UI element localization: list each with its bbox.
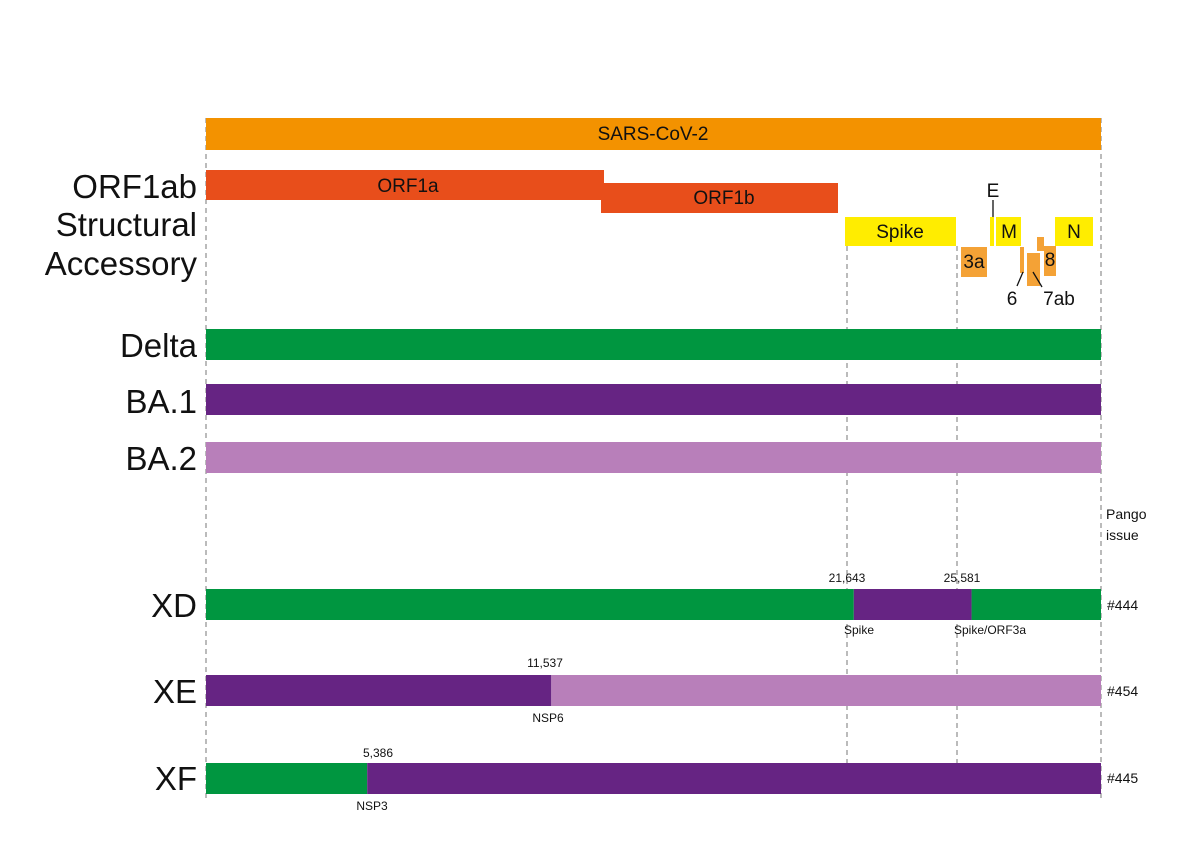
orf1ab-row-label: ORF1ab (72, 168, 197, 205)
xd-segment-2-ba1 (853, 589, 972, 620)
orf7ab-leader (1032, 271, 1043, 288)
orf3a-gene-label: 3a (963, 252, 985, 273)
xd-segment-3-delta (971, 589, 1101, 620)
pango-header-line1: Pango (1106, 506, 1147, 522)
orf7ab-gene-label: 7ab (1043, 289, 1075, 310)
xe-breakpoint-region: NSP6 (532, 711, 564, 725)
orf1b-label: ORF1b (693, 188, 754, 209)
ba1-row-label: BA.1 (125, 383, 197, 420)
xf-breakpoint-position: 5,386 (363, 746, 393, 760)
xf-segment-2-ba1 (367, 763, 1101, 794)
m-gene-bar (996, 217, 1021, 246)
ba2-bar (206, 442, 1101, 473)
xd-recombinant-bar (206, 589, 1101, 620)
e-gene-label: E (987, 181, 1000, 202)
spike-gene-bar (845, 217, 956, 246)
ba1-bar (206, 384, 1101, 415)
orf6-gene-label: 6 (1007, 289, 1018, 310)
accessory-row-label: Accessory (45, 245, 198, 282)
xd-row-label: XD (151, 587, 197, 624)
orf1a-label: ORF1a (377, 176, 439, 197)
delta-row-label: Delta (120, 327, 198, 364)
xf-recombinant-bar (206, 763, 1101, 794)
orf1a-bar (206, 170, 604, 200)
xd-segment-1-delta (206, 589, 854, 620)
e-gene-bar (990, 217, 994, 246)
xf-segment-1-delta (206, 763, 368, 794)
orf1b-bar (601, 183, 838, 213)
xd-pango-issue: #444 (1107, 597, 1138, 613)
xe-row-label: XE (153, 673, 197, 710)
n-gene-bar (1055, 217, 1093, 246)
orf8-gene-bar (1044, 246, 1056, 276)
orf6-gene-bar (1020, 247, 1024, 273)
xe-segment-2-ba2 (551, 675, 1101, 706)
pango-header-line2: issue (1106, 527, 1139, 543)
xd-breakpoint-1-region: Spike (844, 623, 874, 637)
orf8-gene-label: 8 (1045, 250, 1056, 271)
xe-pango-issue: #454 (1107, 683, 1138, 699)
xe-breakpoint-position: 11,537 (527, 656, 563, 670)
orf6-leader (1016, 271, 1024, 287)
orf8-gene-bar-top (1037, 237, 1044, 251)
xf-pango-issue: #445 (1107, 770, 1138, 786)
xd-breakpoint-2-region: Spike/ORF3a (954, 623, 1026, 637)
xe-segment-1-ba1 (206, 675, 552, 706)
delta-bar (206, 329, 1101, 360)
m-gene-label: M (1001, 222, 1017, 243)
sars-cov-2-label: SARS-CoV-2 (598, 124, 709, 145)
xd-breakpoint-1-position: 21,643 (829, 571, 866, 585)
xe-recombinant-bar (206, 675, 1101, 706)
xf-row-label: XF (155, 760, 197, 797)
ba2-row-label: BA.2 (125, 440, 197, 477)
sars-cov-2-bar (206, 118, 1101, 150)
spike-gene-label: Spike (876, 222, 924, 243)
orf3a-gene-bar (961, 247, 987, 277)
n-gene-label: N (1067, 222, 1081, 243)
xf-breakpoint-region: NSP3 (356, 799, 388, 813)
structural-row-label: Structural (56, 206, 197, 243)
xd-breakpoint-2-position: 25,581 (944, 571, 981, 585)
